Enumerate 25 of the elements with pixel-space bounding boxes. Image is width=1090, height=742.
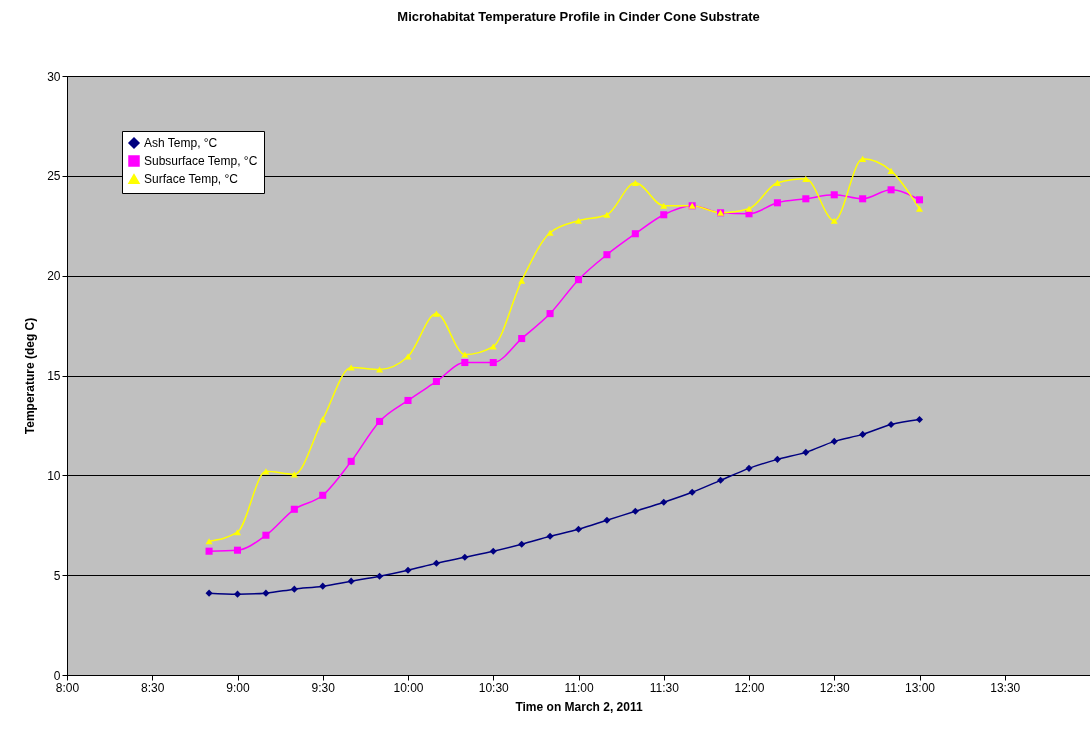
x-tick-label: 13:30 bbox=[990, 680, 1021, 695]
x-tick-label: 9:00 bbox=[226, 680, 250, 695]
y-tick-label: 10 bbox=[47, 468, 61, 483]
y-tick-label: 25 bbox=[47, 169, 61, 184]
x-tick-label: 8:30 bbox=[141, 680, 165, 695]
y-tick-label: 5 bbox=[53, 568, 61, 583]
x-tick-label: 12:00 bbox=[734, 680, 765, 695]
x-tick-label: 11:30 bbox=[649, 680, 680, 695]
y-tick-label: 0 bbox=[53, 668, 61, 683]
legend-label: Surface Temp, °C bbox=[144, 172, 239, 186]
legend-label: Subsurface Temp, °C bbox=[144, 154, 258, 168]
y-tick-label: 20 bbox=[47, 269, 61, 284]
y-tick-label: 30 bbox=[47, 69, 61, 84]
x-axis-title: Time on March 2, 2011 bbox=[515, 699, 643, 714]
y-axis-title: Temperature (deg C) bbox=[23, 317, 38, 435]
x-tick-label: 10:30 bbox=[478, 680, 510, 695]
legend-label: Ash Temp, °C bbox=[144, 136, 218, 150]
x-tick-label: 11:00 bbox=[564, 680, 594, 695]
chart-title: Microhabitat Temperature Profile in Cinder Cone Substrate bbox=[397, 9, 760, 24]
x-tick-label: 12:30 bbox=[819, 680, 851, 695]
y-tick-label: 15 bbox=[47, 369, 61, 383]
x-tick-label: 10:00 bbox=[393, 680, 424, 695]
x-tick-label: 13:00 bbox=[904, 680, 936, 695]
x-tick-label: 8:00 bbox=[55, 680, 80, 695]
x-tick-label: 9:30 bbox=[311, 680, 336, 695]
